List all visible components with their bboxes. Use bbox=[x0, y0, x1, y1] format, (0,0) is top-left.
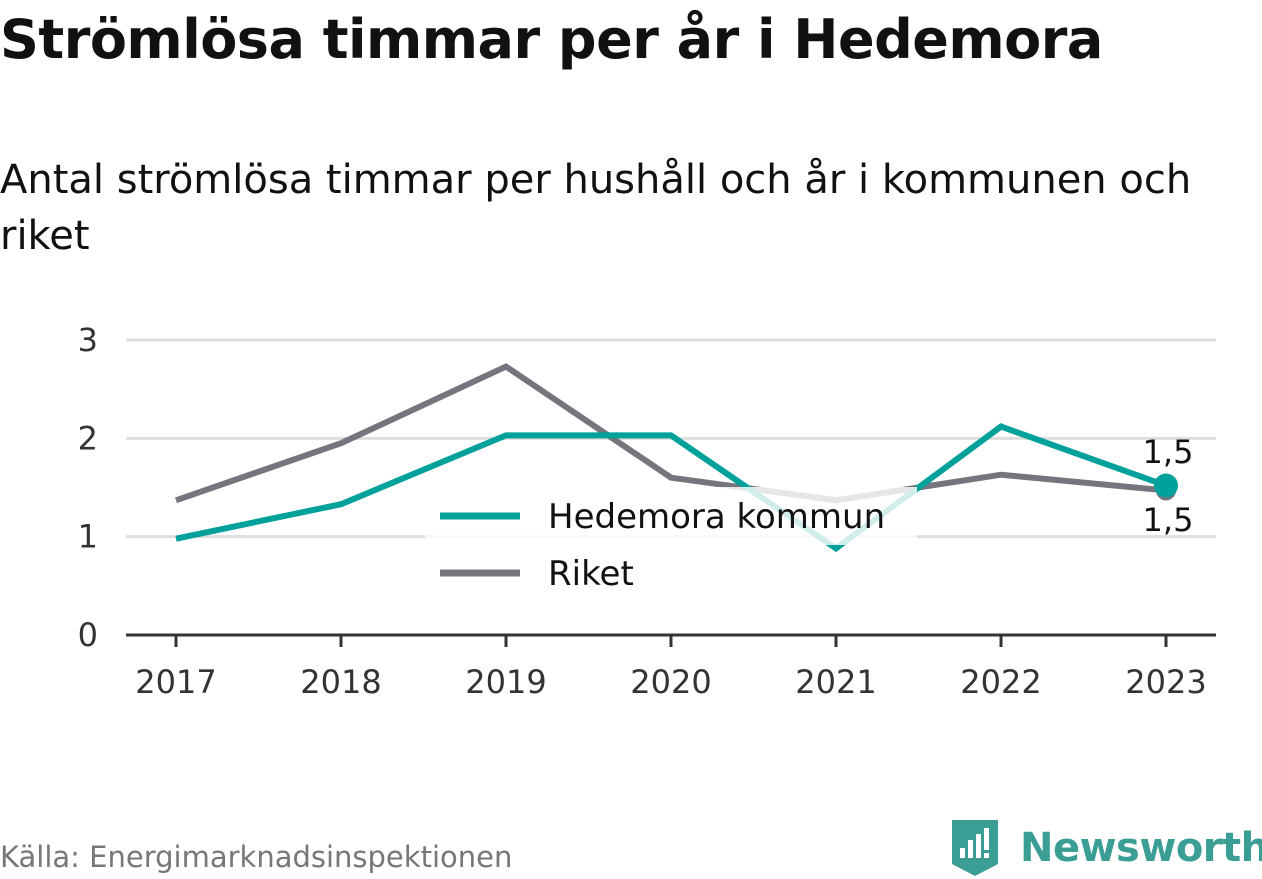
x-tick-label-2023: 2023 bbox=[1125, 663, 1206, 701]
series-line-riket bbox=[175, 363, 1167, 504]
series-lines bbox=[175, 363, 1178, 553]
x-tick-label-2021: 2021 bbox=[795, 663, 876, 701]
end-value-label-riket: 1,5 bbox=[1143, 501, 1194, 539]
chart-subtitle: Antal strömlösa timmar per hushåll och å… bbox=[0, 157, 1192, 259]
source-note: Källa: Energimarknadsinspektionen bbox=[0, 840, 513, 874]
brand-logo: Newsworthy bbox=[950, 818, 1262, 878]
x-axis: 2017 2018 2019 2020 2021 2022 2023 bbox=[126, 633, 1216, 701]
y-tick-label-1: 1 bbox=[78, 518, 98, 556]
legend-label-hedemora: Hedemora kommun bbox=[548, 497, 885, 537]
brand-name: Newsworthy bbox=[1020, 825, 1262, 871]
y-tick-label-0: 0 bbox=[78, 616, 98, 654]
chart-title: Strömlösa timmar per år i Hedemora bbox=[0, 8, 1103, 71]
newsworthy-logo-icon bbox=[952, 820, 998, 876]
legend: Hedemora kommun Riket bbox=[425, 487, 917, 605]
x-tick-label-2022: 2022 bbox=[960, 663, 1041, 701]
legend-label-riket: Riket bbox=[548, 554, 634, 594]
y-axis-ticks: 0 1 2 3 bbox=[78, 321, 98, 654]
line-chart: 0 1 2 3 2017 2018 2019 2020 2021 2022 2023 Hedemo… bbox=[78, 321, 1216, 701]
x-tick-label-2019: 2019 bbox=[465, 663, 546, 701]
series-line-hedemora bbox=[175, 423, 1168, 553]
x-tick-label-2020: 2020 bbox=[630, 663, 711, 701]
x-tick-label-2018: 2018 bbox=[300, 663, 381, 701]
y-tick-label-3: 3 bbox=[78, 321, 98, 359]
end-labels: 1,5 1,5 bbox=[1143, 433, 1194, 539]
end-value-label-hedemora: 1,5 bbox=[1143, 433, 1194, 471]
y-tick-label-2: 2 bbox=[78, 419, 98, 457]
end-point-hedemora bbox=[1154, 473, 1178, 498]
x-tick-label-2017: 2017 bbox=[135, 663, 216, 701]
